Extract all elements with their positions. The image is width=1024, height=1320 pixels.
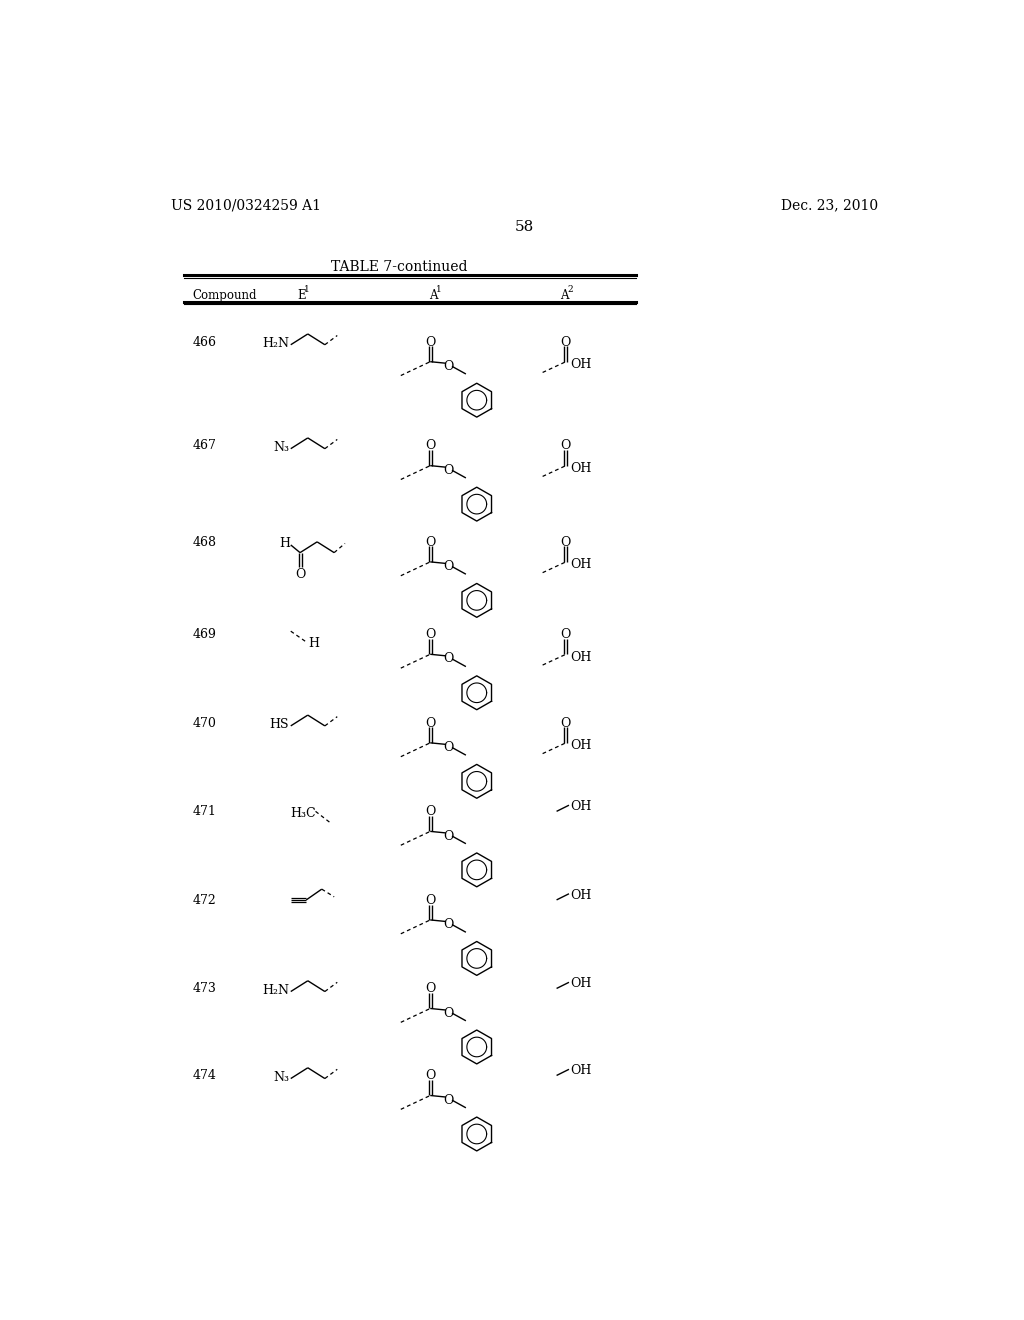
- Text: A: A: [560, 289, 569, 302]
- Text: 471: 471: [193, 805, 216, 818]
- Text: H₃C: H₃C: [291, 807, 316, 820]
- Text: OH: OH: [570, 462, 592, 475]
- Text: O: O: [561, 536, 571, 549]
- Text: O: O: [443, 652, 454, 665]
- Text: OH: OH: [570, 358, 592, 371]
- Text: H₂N: H₂N: [262, 337, 289, 350]
- Text: O: O: [443, 1007, 454, 1019]
- Text: OH: OH: [570, 977, 592, 990]
- Text: O: O: [561, 335, 571, 348]
- Text: OH: OH: [570, 1064, 592, 1077]
- Text: O: O: [425, 440, 435, 453]
- Text: 58: 58: [515, 220, 535, 234]
- Text: OH: OH: [570, 888, 592, 902]
- Text: O: O: [425, 628, 435, 642]
- Text: A: A: [429, 289, 437, 302]
- Text: O: O: [443, 1093, 454, 1106]
- Text: O: O: [443, 463, 454, 477]
- Text: O: O: [561, 717, 571, 730]
- Text: 474: 474: [193, 1069, 216, 1082]
- Text: N₃: N₃: [273, 1071, 289, 1084]
- Text: 468: 468: [193, 536, 216, 549]
- Text: O: O: [425, 335, 435, 348]
- Text: 1: 1: [304, 285, 309, 293]
- Text: OH: OH: [570, 800, 592, 813]
- Text: OH: OH: [570, 558, 592, 572]
- Text: O: O: [561, 440, 571, 453]
- Text: O: O: [425, 536, 435, 549]
- Text: O: O: [443, 829, 454, 842]
- Text: O: O: [425, 894, 435, 907]
- Text: N₃: N₃: [273, 441, 289, 454]
- Text: Dec. 23, 2010: Dec. 23, 2010: [781, 198, 879, 213]
- Text: OH: OH: [570, 739, 592, 752]
- Text: O: O: [425, 1069, 435, 1082]
- Text: O: O: [295, 568, 305, 581]
- Text: H₂N: H₂N: [262, 983, 289, 997]
- Text: H: H: [280, 537, 291, 550]
- Text: O: O: [443, 560, 454, 573]
- Text: 1: 1: [435, 285, 441, 293]
- Text: 2: 2: [567, 285, 573, 293]
- Text: 469: 469: [193, 628, 216, 642]
- Text: O: O: [425, 982, 435, 995]
- Text: O: O: [425, 717, 435, 730]
- Text: TABLE 7-continued: TABLE 7-continued: [331, 260, 468, 275]
- Text: 466: 466: [193, 335, 216, 348]
- Text: OH: OH: [570, 651, 592, 664]
- Text: HS: HS: [269, 718, 289, 731]
- Text: O: O: [561, 628, 571, 642]
- Text: E: E: [297, 289, 305, 302]
- Text: 467: 467: [193, 440, 216, 453]
- Text: 473: 473: [193, 982, 216, 995]
- Text: O: O: [443, 741, 454, 754]
- Text: Compound: Compound: [193, 289, 257, 302]
- Text: 472: 472: [193, 894, 216, 907]
- Text: H: H: [308, 638, 318, 649]
- Text: O: O: [425, 805, 435, 818]
- Text: 470: 470: [193, 717, 216, 730]
- Text: O: O: [443, 917, 454, 931]
- Text: US 2010/0324259 A1: US 2010/0324259 A1: [171, 198, 321, 213]
- Text: O: O: [443, 360, 454, 372]
